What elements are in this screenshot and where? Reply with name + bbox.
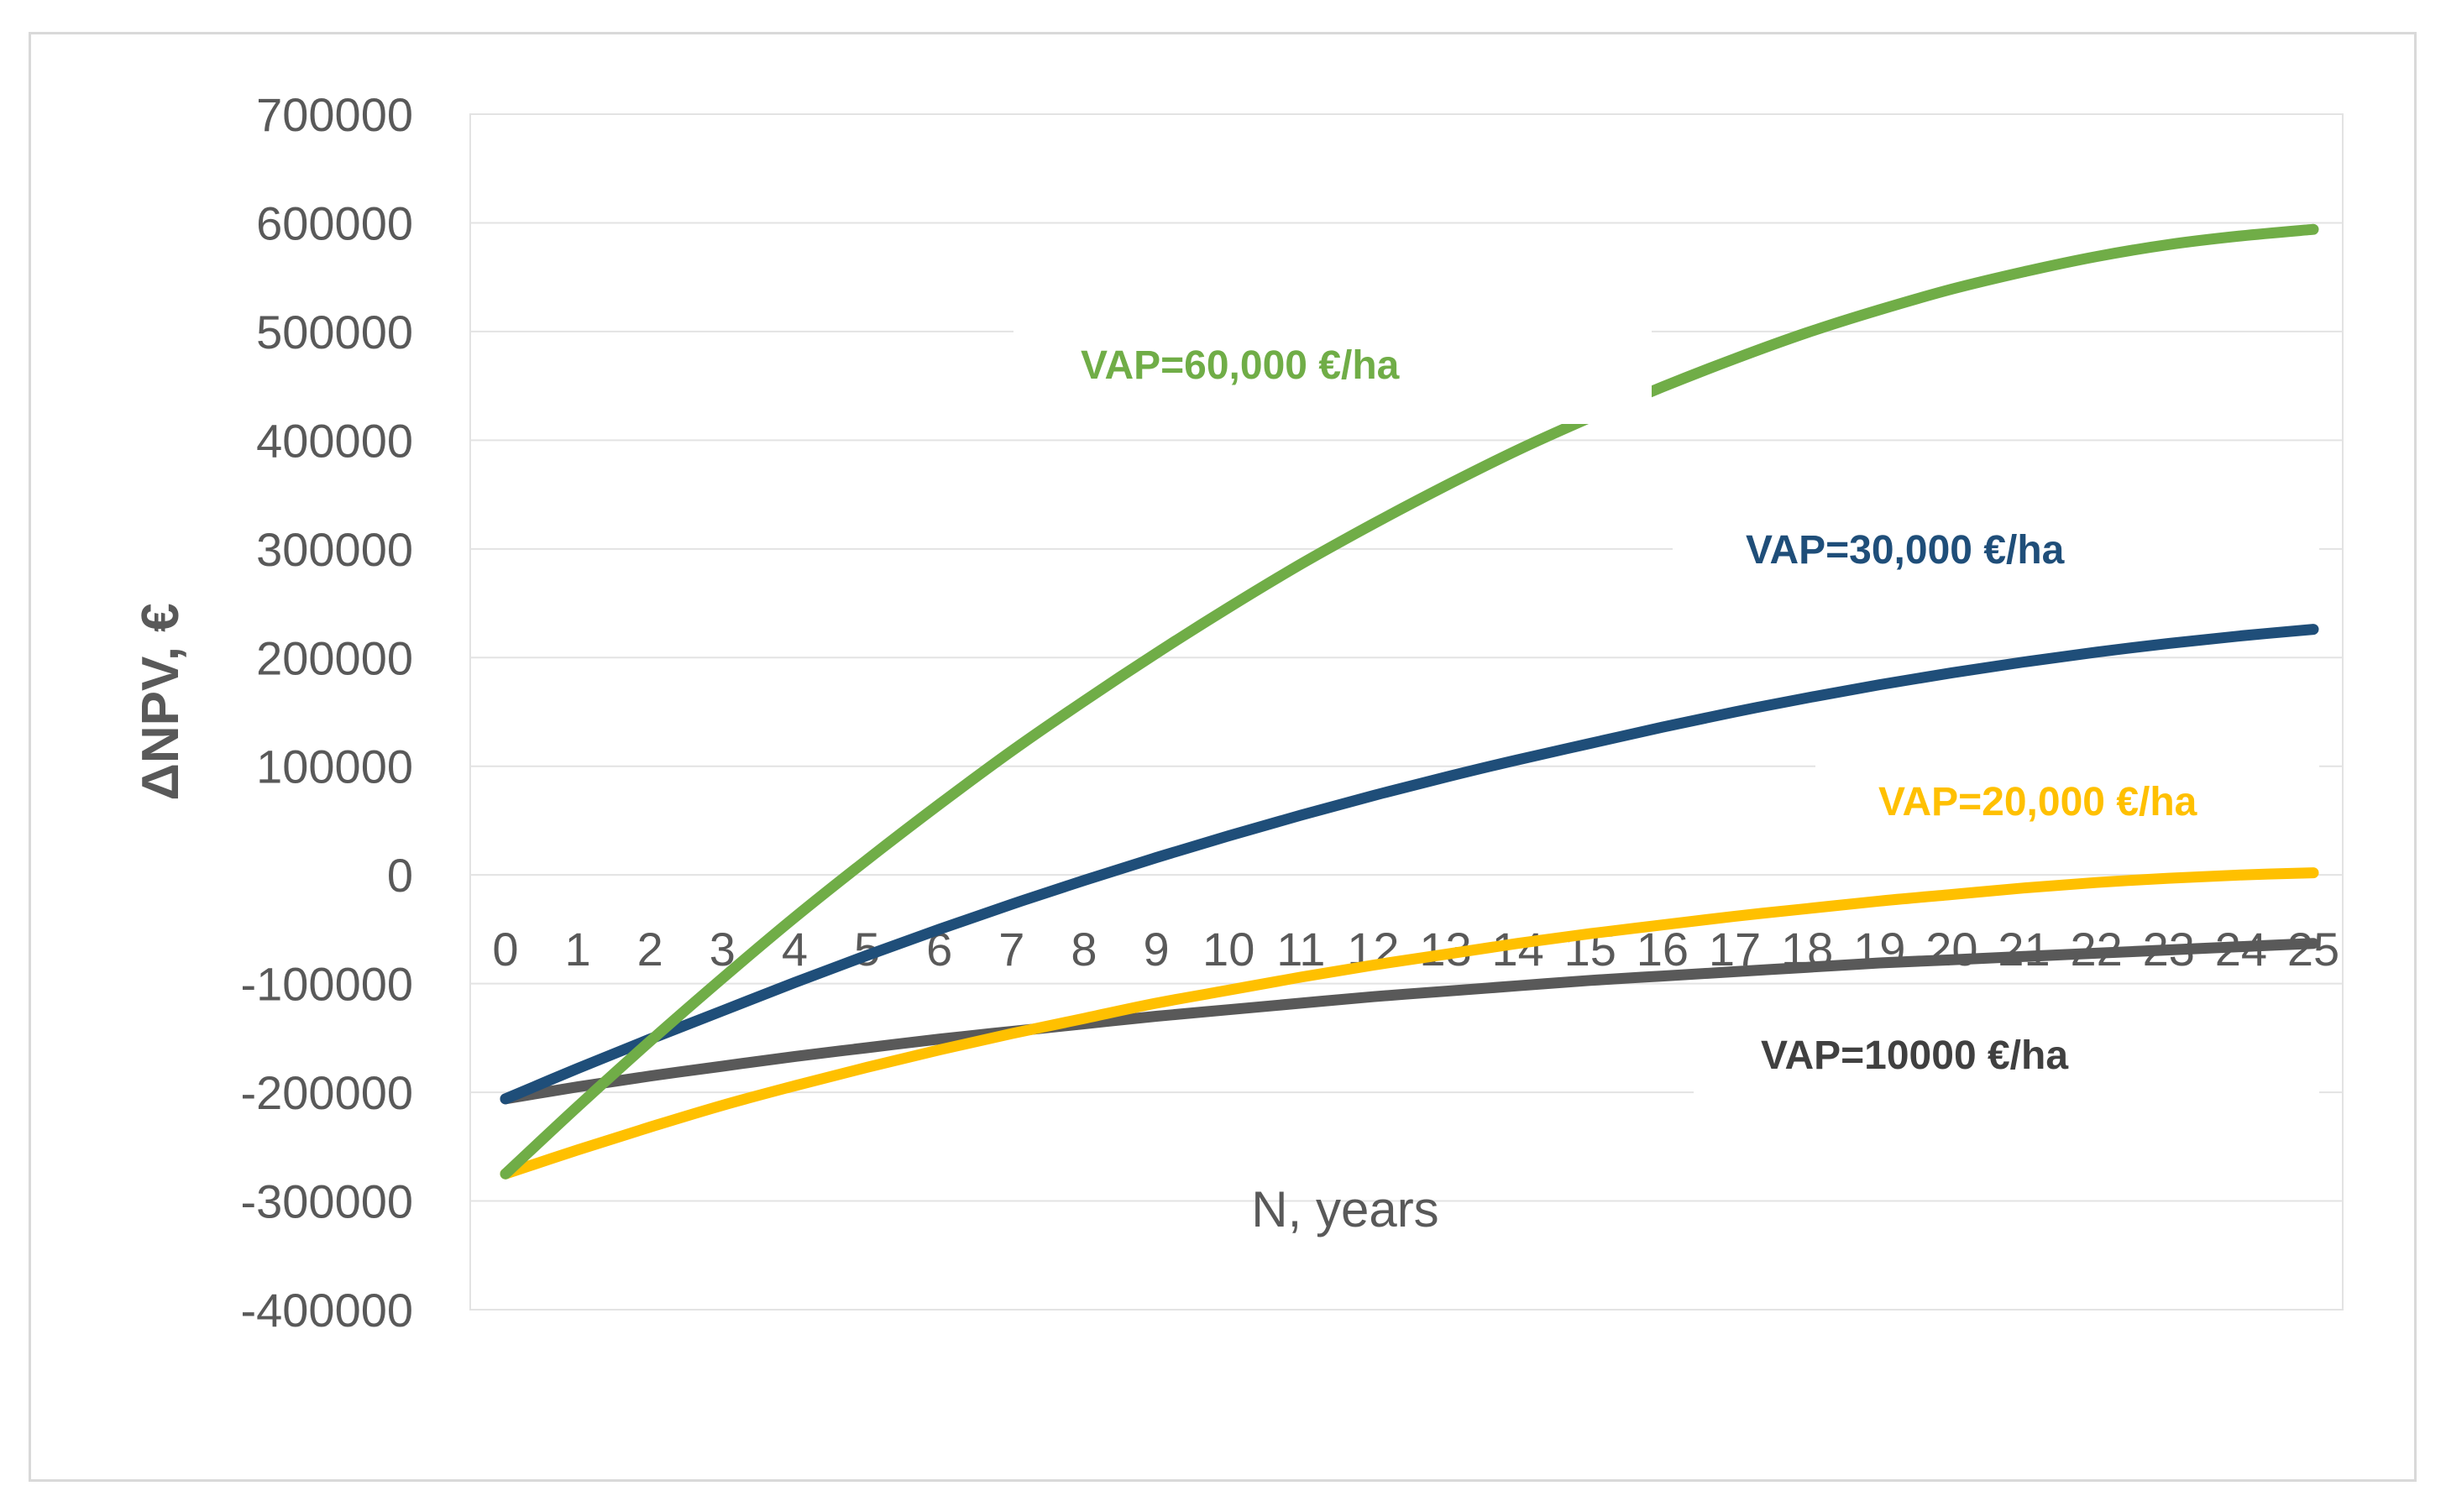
annotation-vap-30000: VAP=30,000 €/ha [1746, 528, 2065, 573]
annotation-vap-10000: VAP=10000 €/ha [1761, 1033, 2068, 1078]
annotation-vap-60000: VAP=60,000 €/ha [1081, 343, 1400, 388]
series-annotations: VAP=60,000 €/ha VAP=30,000 €/ha VAP=20,0… [1013, 296, 2319, 1096]
series-line-1 [500, 867, 2319, 1180]
x-tick-label: 7 [998, 923, 1024, 976]
x-tick-label: 11 [1276, 923, 1325, 976]
annotation-bg-60000 [1013, 296, 1652, 424]
x-tick-label: 1 [565, 923, 591, 976]
series-line-0 [500, 938, 2319, 1105]
x-tick-label: 9 [1144, 923, 1170, 976]
x-tick-label: 20 [1925, 923, 1977, 976]
y-tick-label: 0 [387, 849, 413, 902]
annotation-bg-20000 [1815, 740, 2319, 832]
y-axis-title: ΔNPV, € [132, 603, 190, 800]
x-tick-label: 8 [1071, 923, 1097, 976]
series-lines [500, 223, 2319, 1180]
y-axis-tick-labels: 700000 600000 500000 400000 300000 200000 1000… [240, 88, 413, 1337]
series-line-2 [500, 624, 2319, 1105]
x-axis-title: N, years [1251, 1181, 1438, 1237]
y-tick-label: -300000 [240, 1175, 413, 1228]
x-tick-label: 10 [1202, 923, 1254, 976]
y-tick-label: -100000 [240, 958, 413, 1011]
y-tick-label: -400000 [240, 1284, 413, 1337]
x-tick-label: 0 [492, 923, 518, 976]
line-chart: 7000006000005000004000003000002000001000… [132, 88, 2344, 1337]
series-line-3 [500, 223, 2319, 1180]
annotation-bg-10000 [1694, 996, 2319, 1096]
plot-area [469, 113, 2344, 1311]
annotation-vap-20000: VAP=20,000 €/ha [1878, 780, 2197, 824]
y-tick-label: -200000 [240, 1066, 413, 1119]
annotation-bg-30000 [1673, 488, 2319, 599]
chart-frame: 700000 600000 500000 400000 300000 200000 1000… [29, 32, 2417, 1482]
y-tick-label: 500000 [256, 306, 413, 358]
y-tick-label: 600000 [256, 196, 413, 249]
x-tick-label: 21 [1998, 923, 2050, 976]
y-tick-label: 400000 [256, 414, 413, 467]
y-tick-label: 100000 [256, 740, 413, 793]
y-tick-label: 700000 [256, 88, 413, 141]
y-tick-label: 200000 [256, 631, 413, 684]
x-tick-label: 2 [637, 923, 663, 976]
x-axis-tick-labels: 0 1 2 3 4 5 6 7 8 9 10 11 12 13 14 15 16 17 18 19 20 21 22 23 24… [492, 923, 2339, 976]
gridlines [470, 113, 2343, 1311]
y-tick-label: 300000 [256, 523, 413, 576]
